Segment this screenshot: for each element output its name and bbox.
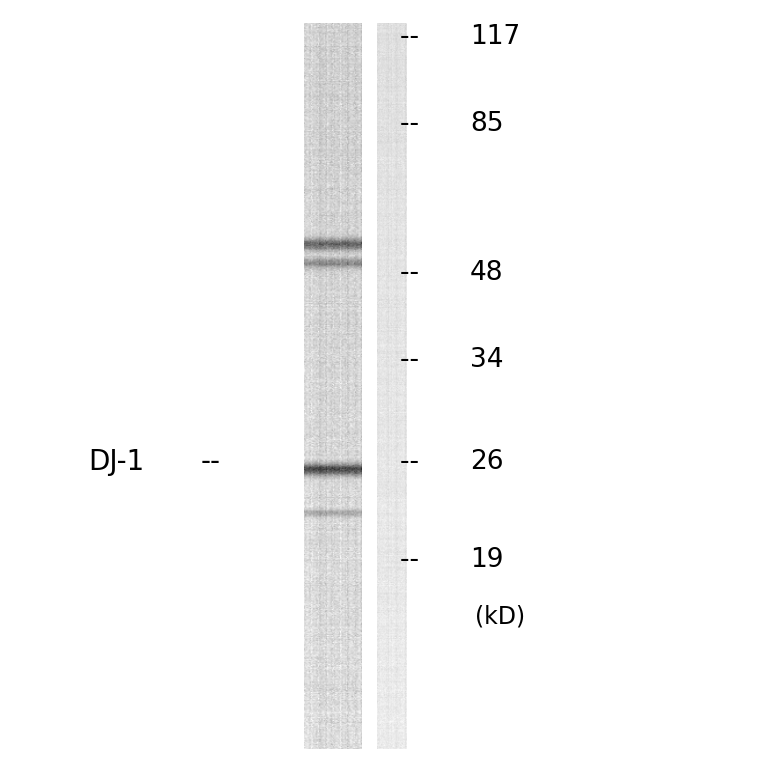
Text: 85: 85 bbox=[470, 111, 503, 138]
Text: --: -- bbox=[200, 448, 220, 476]
Text: --: -- bbox=[400, 24, 428, 50]
Text: (kD): (kD) bbox=[475, 605, 526, 629]
Text: 26: 26 bbox=[470, 448, 503, 474]
Text: 19: 19 bbox=[470, 546, 503, 573]
Text: --: -- bbox=[400, 448, 428, 474]
Text: --: -- bbox=[400, 260, 428, 286]
Text: 34: 34 bbox=[470, 347, 503, 373]
Text: --: -- bbox=[400, 111, 428, 138]
Text: DJ-1: DJ-1 bbox=[88, 448, 144, 476]
Text: 117: 117 bbox=[470, 24, 520, 50]
Text: --: -- bbox=[400, 546, 428, 573]
Text: 48: 48 bbox=[470, 260, 503, 286]
Text: --: -- bbox=[400, 347, 428, 373]
